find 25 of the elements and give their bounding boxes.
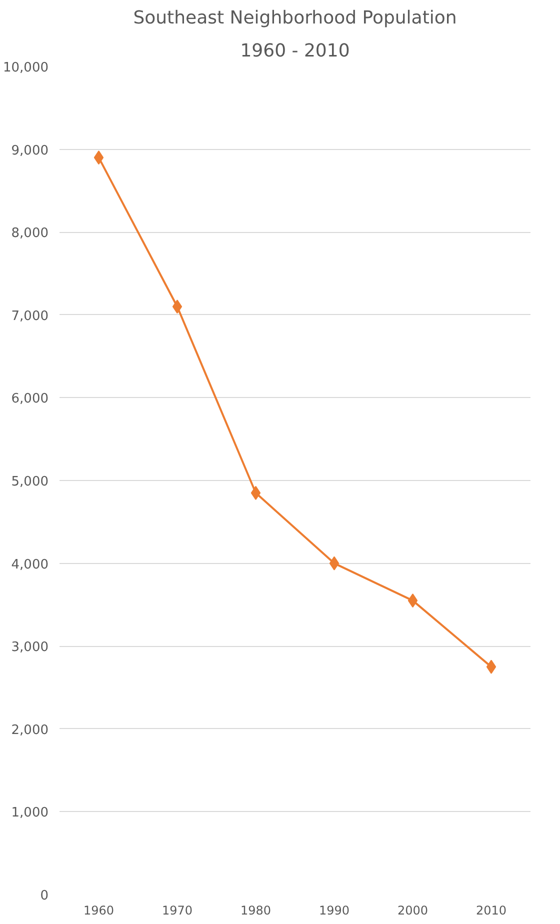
x-tick-label: 1990: [318, 904, 350, 918]
x-tick-label: 1970: [162, 904, 193, 918]
y-tick-label: 2,000: [11, 722, 48, 738]
point: [408, 594, 418, 608]
chart-title: Southeast Neighborhood Population: [133, 8, 457, 28]
y-tick-label: 9,000: [11, 143, 48, 158]
x-tick-label: 1960: [83, 904, 114, 918]
y-tick-label: 8,000: [11, 226, 48, 242]
y-tick-label: 4,000: [11, 557, 48, 572]
point: [486, 660, 496, 674]
y-tick-label: 3,000: [11, 640, 48, 656]
y-tick-label: 7,000: [11, 308, 48, 324]
chart-subtitle: 1960 - 2010: [240, 40, 350, 62]
x-tick-label: 1980: [240, 904, 272, 918]
point: [329, 556, 340, 570]
point: [94, 150, 104, 165]
y-tick-label: 5,000: [11, 474, 48, 490]
y-tick-label: 10,000: [3, 60, 49, 76]
point: [172, 300, 182, 314]
y-tick-label: 0: [40, 888, 49, 904]
y-tick-label: 6,000: [11, 392, 48, 407]
x-tick-label: 2000: [397, 904, 428, 918]
x-tick-label: 2010: [476, 904, 507, 918]
y-tick-label: 1,000: [11, 806, 48, 821]
point: [250, 486, 261, 500]
